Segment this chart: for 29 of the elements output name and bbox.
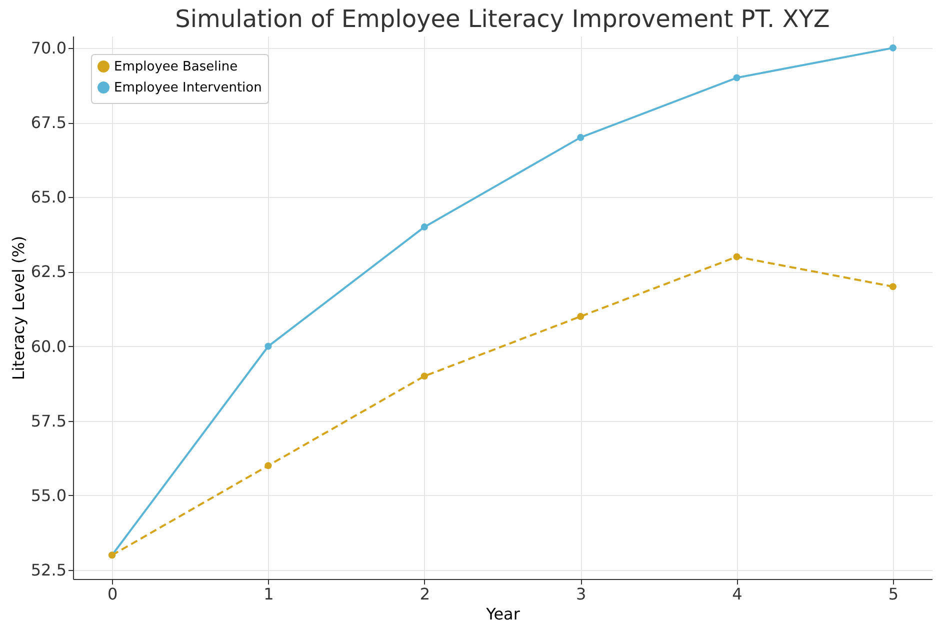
point (577, 134, 584, 141)
chart-title: Simulation of Employee Literacy Improvement PT. XYZ (175, 5, 830, 33)
point (889, 283, 896, 290)
y-tick-label: 70.0 (30, 38, 66, 58)
y-tick-label: 57.5 (30, 411, 66, 430)
x-tick-label: 3 (576, 584, 586, 604)
point (733, 253, 740, 260)
point (889, 44, 896, 52)
y-tick-label: 67.5 (30, 113, 66, 132)
point (264, 342, 272, 350)
legend-label: Employee Intervention (114, 80, 262, 96)
x-tick-label: 5 (888, 584, 899, 604)
x-tick-label: 0 (107, 584, 118, 604)
point (733, 74, 740, 82)
x-tick-label: 4 (732, 584, 742, 604)
x-tick-label: 1 (264, 584, 274, 604)
legend-label: Employee Baseline (114, 60, 238, 74)
x-tick-label: 2 (420, 584, 430, 604)
y-tick-label: 55.0 (30, 486, 66, 505)
y-tick-label: 60.0 (30, 336, 66, 356)
x-axis-title: Year (485, 604, 520, 624)
point (264, 462, 272, 470)
y-tick-label: 52.5 (30, 560, 66, 580)
y-axis-title: Literacy Level (%) (8, 236, 28, 380)
point (420, 372, 428, 380)
y-tick-label: 65.0 (30, 188, 66, 207)
y-tick-label: 62.5 (30, 262, 66, 282)
point (420, 223, 428, 230)
point (577, 312, 584, 320)
